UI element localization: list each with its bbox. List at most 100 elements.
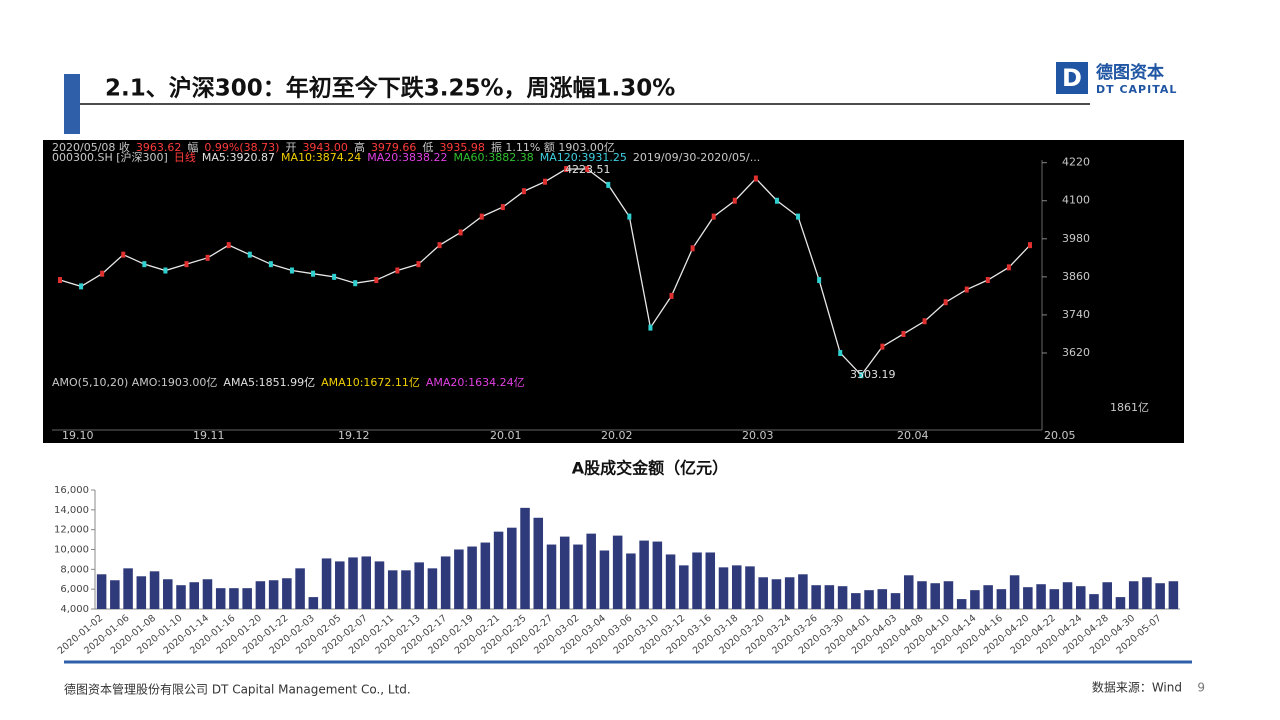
y-tick-label: 16,000 [54,485,89,496]
bar [414,562,424,609]
amo-tick-label: 1861亿 [1110,401,1149,414]
bar [255,581,266,609]
y-tick-label: 12,000 [54,525,89,536]
close-point [395,267,400,274]
close-point [585,166,590,173]
bar [427,568,438,609]
x-tick-label: 19.11 [193,429,225,442]
info-segment: 3935.98 [439,141,485,154]
bar [454,549,464,609]
bar [956,599,967,609]
bar [679,565,689,609]
bar [731,565,742,609]
close-point [648,324,653,331]
info-segment: MA10:3874.24 [281,151,361,164]
bar [321,558,332,609]
info-text: 000300.SH [沪深300] 日线 MA5:3920.87 MA10:3874.… [52,150,760,164]
close-point [458,229,463,236]
bar [96,574,107,609]
close-point [859,372,864,379]
info-segment: AMA5:1851.99亿 [223,376,315,389]
bar [1115,597,1126,609]
close-point [774,197,779,204]
info-text: 2020/05/08 收 3963.62 幅 0.99%(38.73) 开 3943.00… [52,140,615,154]
bar [1062,582,1073,609]
close-point [268,261,273,268]
bar [784,577,795,609]
bar [864,590,874,609]
bar [1155,583,1165,609]
bar [268,580,279,609]
y-tick-label: 4,000 [60,604,89,615]
bar [665,554,676,609]
y-tick-label: 6,000 [60,584,89,595]
logo-cn: 德图资本 [1096,62,1164,83]
bar [149,571,160,609]
info-segment: 低 [422,141,433,154]
y-tick-label: 3860 [1062,270,1090,283]
bar [1036,584,1046,609]
bar [507,527,517,609]
y-tick-label: 3620 [1062,346,1090,359]
close-point [1006,264,1011,271]
close-point [479,213,484,220]
chart-title: A股成交金额（亿元） [572,459,728,478]
bar [652,541,663,609]
close-point [711,213,716,220]
info-segment: 幅 [187,141,198,154]
bar [573,544,583,609]
bar [189,582,200,609]
info-segment: MA60:3882.38 [453,151,533,164]
info-segment: 2020/05/08 收 [52,140,130,154]
bar [612,535,623,609]
close-point [796,213,801,220]
bar [996,589,1007,609]
bar [308,597,319,609]
y-tick-label: 10,000 [54,545,89,556]
info-segment: 3979.66 [371,141,417,154]
bar [1142,577,1152,609]
kline-panel [43,140,1184,443]
info-segment: AMA20:1634.24亿 [426,376,525,389]
bar [890,593,901,609]
bar [718,567,729,609]
bar [758,577,768,609]
bar [917,581,927,609]
close-point [416,261,421,268]
bar [983,585,993,609]
close-point [606,181,611,188]
bar [586,533,596,609]
close-point [332,273,337,280]
y-tick-label: 4100 [1062,194,1090,207]
bar [229,588,239,609]
bar [295,568,305,609]
bar [559,536,570,609]
bar [520,507,530,609]
bar [110,580,120,609]
page-number: 9 [1197,681,1205,695]
y-tick-label: 14,000 [54,505,89,516]
close-point [184,261,189,268]
bar [1128,581,1139,609]
info-text: AMO(5,10,20) AMO:1903.00亿 AMA5:1851.99亿 AM… [52,376,525,389]
bar [851,593,861,609]
high-label: 4223.51 [565,163,611,176]
logo-letter: D [1062,64,1082,92]
info-segment: AMO(5,10,20) AMO:1903.00亿 [52,376,217,389]
bar [374,561,385,609]
close-point [880,343,885,350]
bar [798,574,808,609]
bar [970,590,980,609]
bar [202,579,213,609]
bar [480,542,491,609]
info-segment: MA20:3838.22 [367,151,447,164]
bar [771,579,782,609]
bar [163,579,173,609]
x-tick-label: 20.01 [490,429,522,442]
logo-box [1056,62,1088,94]
close-point [627,213,632,220]
close-point [289,267,294,274]
info-segment: 3963.62 [136,141,182,154]
info-segment: AMA10:1672.11亿 [321,376,420,389]
